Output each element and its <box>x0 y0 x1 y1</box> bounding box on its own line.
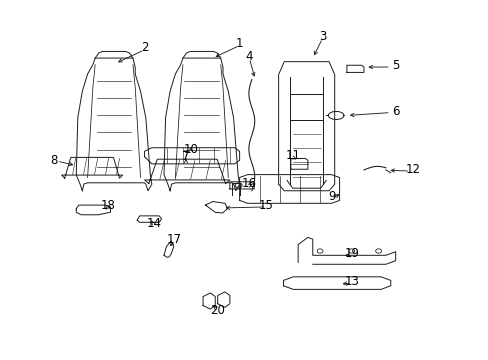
Text: 2: 2 <box>141 41 148 54</box>
Text: 9: 9 <box>328 190 335 203</box>
Text: 16: 16 <box>242 177 256 190</box>
Text: 18: 18 <box>101 199 115 212</box>
Text: 14: 14 <box>146 216 162 230</box>
Text: 7: 7 <box>182 150 189 163</box>
Text: 4: 4 <box>245 50 253 63</box>
Text: 13: 13 <box>344 275 359 288</box>
Text: 3: 3 <box>318 30 325 43</box>
Text: 15: 15 <box>259 199 273 212</box>
Text: 10: 10 <box>183 143 198 156</box>
Text: 5: 5 <box>391 59 399 72</box>
Text: 19: 19 <box>344 247 359 260</box>
Text: 6: 6 <box>391 105 399 118</box>
Text: 1: 1 <box>235 37 243 50</box>
Text: 12: 12 <box>405 163 419 176</box>
Text: 17: 17 <box>166 233 181 246</box>
Text: 8: 8 <box>51 154 58 167</box>
Text: 20: 20 <box>210 305 224 318</box>
Text: 11: 11 <box>285 149 300 162</box>
